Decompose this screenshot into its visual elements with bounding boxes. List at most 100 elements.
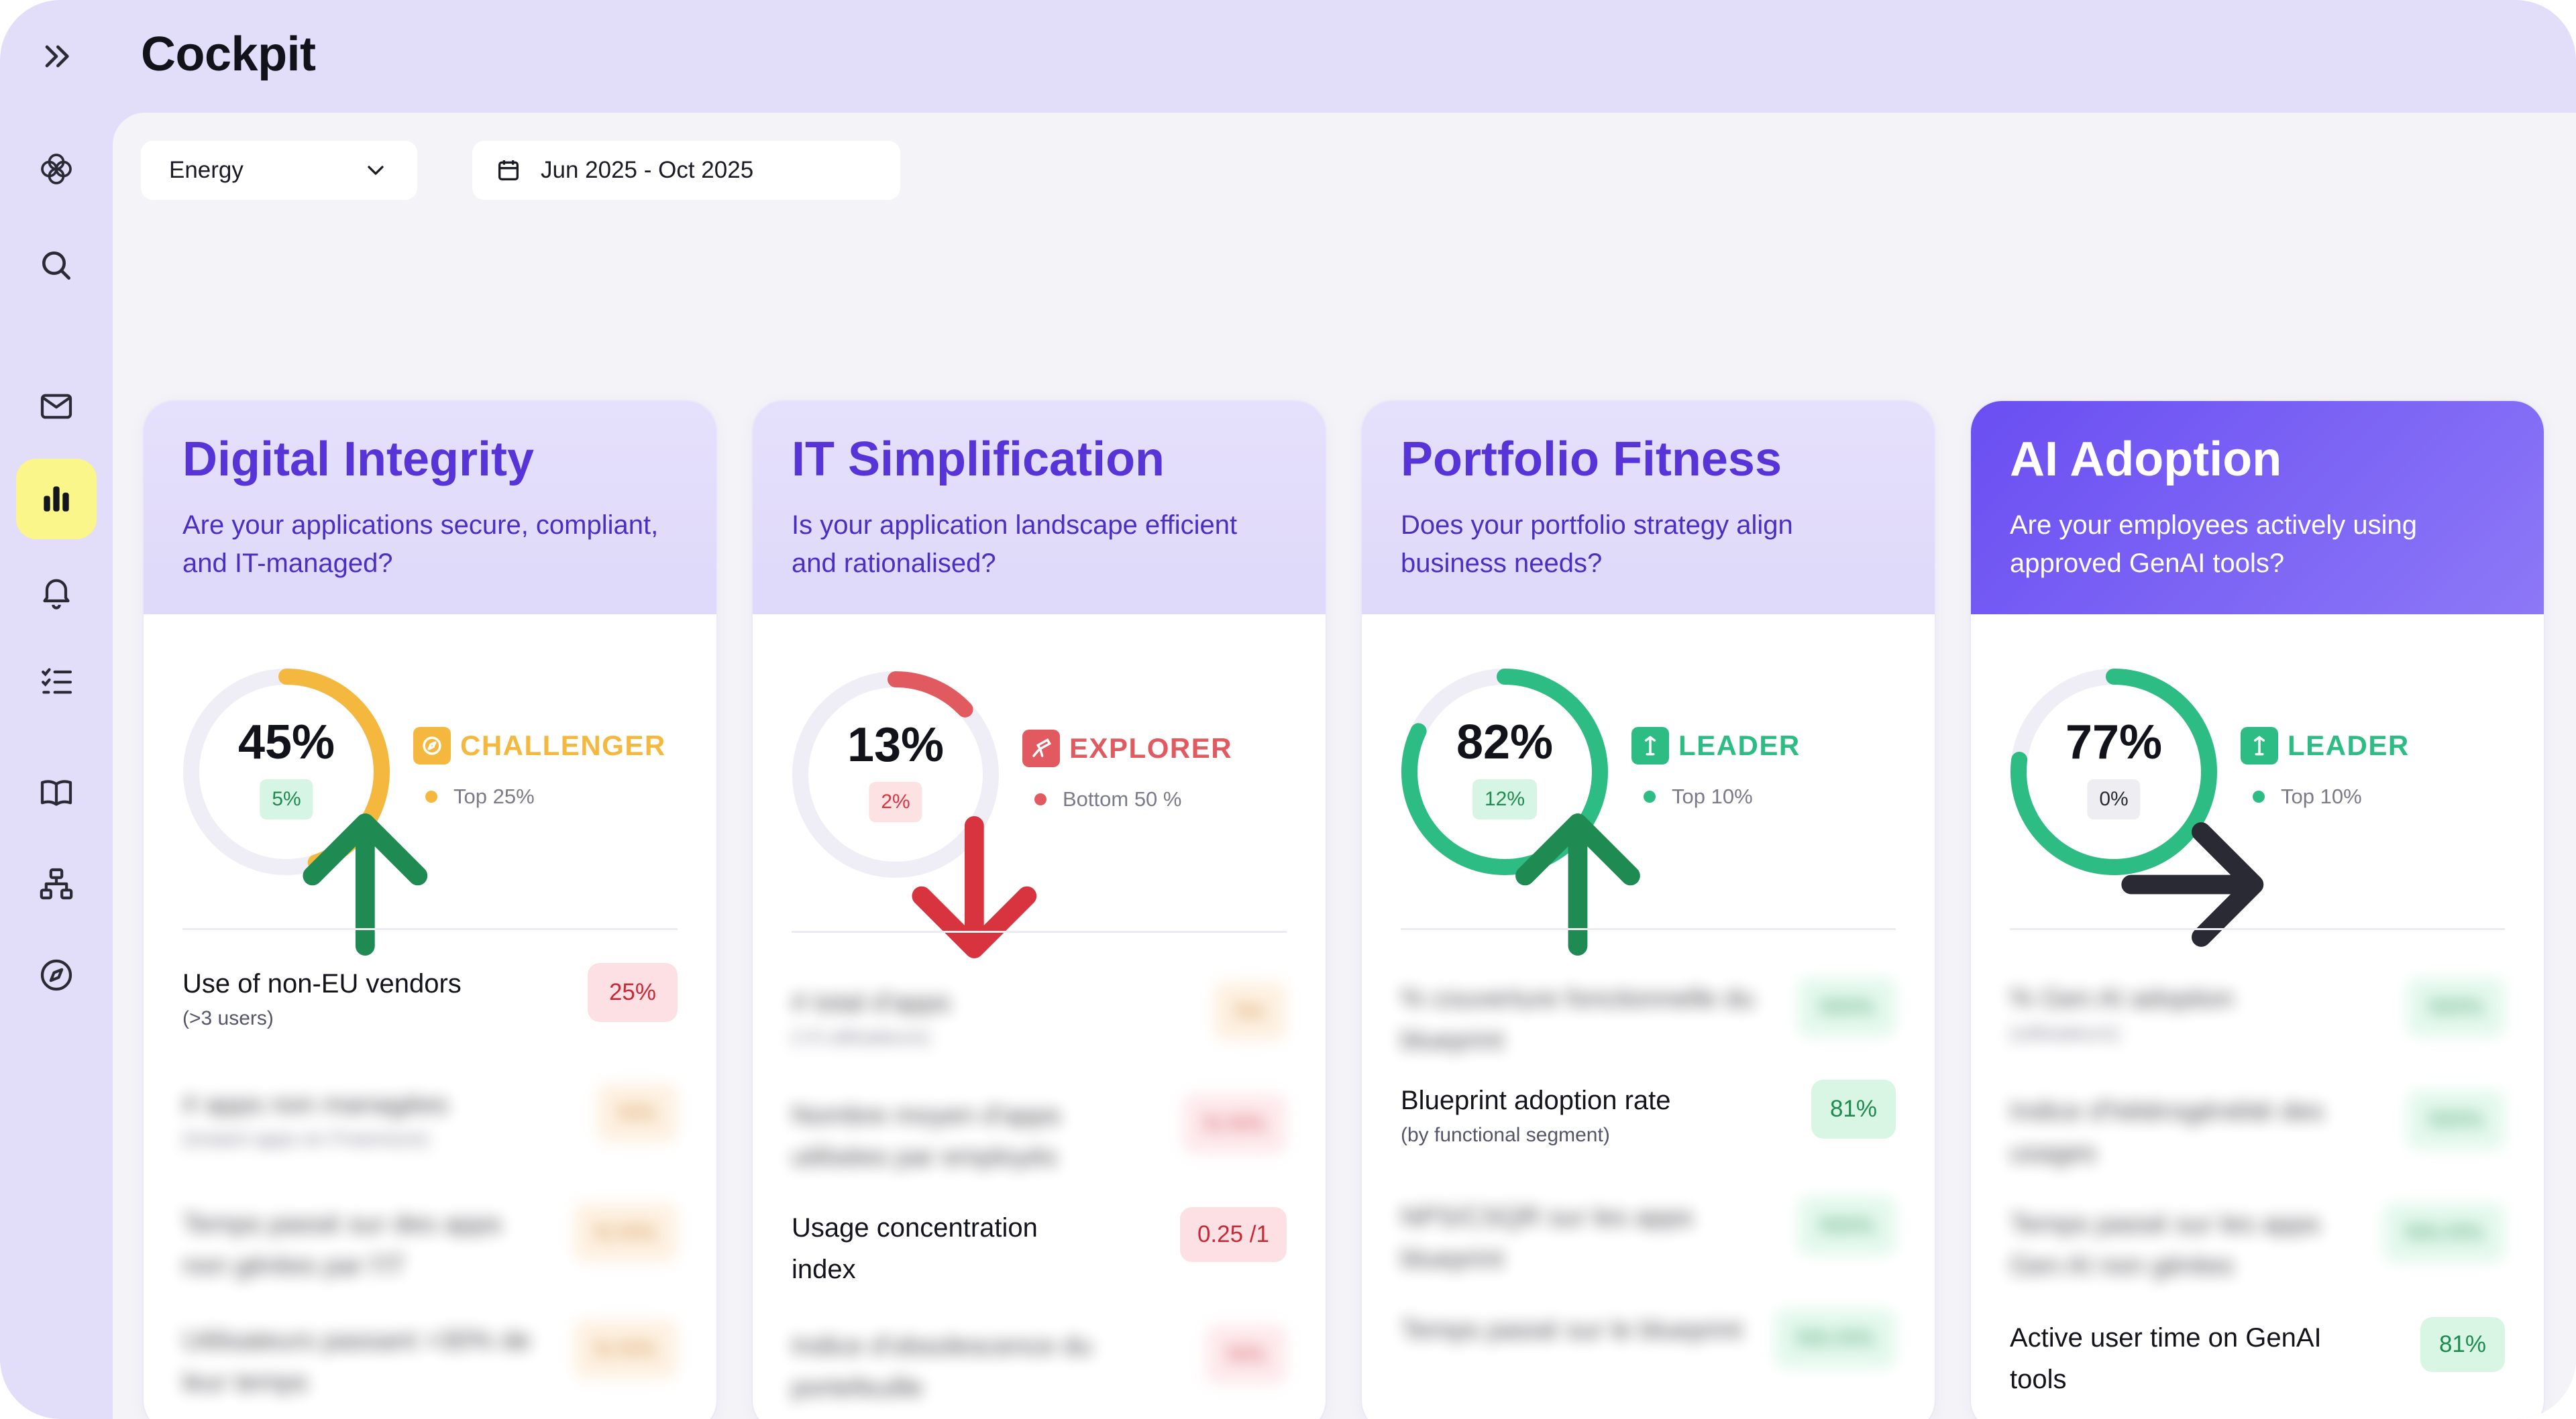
metric-label: Temps passé sur les apps Gen AI non géré… <box>2010 1209 2320 1280</box>
metric-value: N.N% <box>573 1203 678 1262</box>
metric-label: Indice d'obsolescence du portefeuille <box>792 1331 1092 1402</box>
nav-tasks[interactable] <box>16 641 97 722</box>
book-icon <box>40 780 72 806</box>
rank: Top 10% <box>1631 785 1927 809</box>
main-content: Energy Jun 2025 - Oct 2025 Digital Integ… <box>113 113 2576 1419</box>
rank: Bottom 50 % <box>1022 787 1318 811</box>
expand-sidebar-button[interactable] <box>16 16 97 97</box>
nav-library[interactable] <box>16 752 97 833</box>
card-ai-adoption[interactable]: AI Adoption Are your employees actively … <box>1970 400 2545 1419</box>
divider <box>1401 928 1896 930</box>
card-digital-integrity[interactable]: Digital Integrity Are your applications … <box>142 400 718 1419</box>
date-range-picker[interactable]: Jun 2025 - Oct 2025 <box>472 141 900 200</box>
score-delta-badge: 12% <box>1472 779 1640 956</box>
score-gauge: 45% 5% <box>181 667 428 956</box>
metric-value: NN% <box>1798 1196 1896 1255</box>
sector-dropdown[interactable]: Energy <box>141 141 417 200</box>
metric-value: NN% <box>2407 978 2505 1037</box>
metric-label: Use of non-EU vendors <box>182 969 462 999</box>
badge-label: LEADER <box>2288 730 2410 761</box>
metric-label: Temps passé sur le blueprint <box>1401 1315 1743 1345</box>
maturity-badge: CHALLENGER Top 25% <box>413 727 708 809</box>
divider <box>2010 928 2505 930</box>
bar-chart-icon <box>44 486 69 512</box>
score-ring <box>792 671 999 878</box>
card-header: IT Simplification Is your application la… <box>753 401 1326 614</box>
card-question: Are your applications secure, compliant,… <box>182 510 659 578</box>
metric-row: % Gen AI adoption (utilisateurs) NN% <box>2010 978 2505 1045</box>
delta-value: 12% <box>1484 788 1525 810</box>
score-delta-badge: 2% <box>869 782 1037 958</box>
rank-dot <box>425 791 437 803</box>
metric-row: Nombre moyen d'apps utilisées par employ… <box>792 1094 1287 1178</box>
trophy-icon <box>1631 727 1669 764</box>
card-question: Is your application landscape efficient … <box>792 510 1238 578</box>
nav-search[interactable] <box>16 225 97 306</box>
metric-label: # apps non managées <box>182 1090 448 1119</box>
metric-value: NN.N% <box>1774 1309 1896 1368</box>
home-logo-button[interactable] <box>16 129 97 209</box>
metric-label: Active user time on GenAI tools <box>2010 1323 2322 1394</box>
double-chevron-right-icon <box>45 45 69 68</box>
score-value: 82% <box>1456 716 1554 769</box>
card-question: Does your portfolio strategy align busin… <box>1401 510 1793 578</box>
metric-row: Indice d'obsolescence du portefeuille N% <box>792 1325 1287 1408</box>
arrow-up-icon <box>303 813 428 956</box>
metric-value: N.N% <box>573 1320 678 1379</box>
metric-label: NPS/CSQR sur les apps blueprint <box>1401 1202 1693 1273</box>
rank-dot <box>2253 791 2265 803</box>
metric-row: Temps passé sur les apps Gen AI non géré… <box>2010 1203 2505 1286</box>
metric-row: Temps passé sur des apps non gérées par … <box>182 1203 678 1286</box>
arrow-right-icon <box>2121 822 2264 947</box>
score-value: 45% <box>237 716 335 769</box>
arrow-up-icon <box>1515 813 1640 956</box>
metric-label: Usage concentration index <box>792 1213 1038 1284</box>
score-ring <box>1401 669 1608 875</box>
nav-notifications[interactable] <box>16 551 97 632</box>
metric-row: Use of non-EU vendors (>3 users) 25% <box>182 963 678 1030</box>
metric-row: Indice d'hétérogénéité des usages NN% <box>2010 1090 2505 1174</box>
metric-sublabel: (>3 utilisateurs) <box>792 1026 930 1048</box>
nav-inbox[interactable] <box>16 366 97 447</box>
score-value: 13% <box>847 718 945 772</box>
metric-value: N% <box>1205 1325 1287 1384</box>
delta-value: 2% <box>881 791 910 813</box>
metric-label: Nombre moyen d'apps utilisées par employ… <box>792 1100 1061 1172</box>
metric-value: Nn <box>1214 982 1287 1041</box>
metric-row: # apps non managées (instant apps en Fre… <box>182 1084 678 1151</box>
nav-explore[interactable] <box>16 935 97 1015</box>
maturity-badge: EXPLORER Bottom 50 % <box>1022 730 1318 811</box>
card-header: AI Adoption Are your employees actively … <box>1971 401 2544 614</box>
card-title: AI Adoption <box>2010 433 2282 486</box>
bell-icon <box>43 579 70 610</box>
card-it-simplification[interactable]: IT Simplification Is your application la… <box>751 400 1327 1419</box>
rank: Top 10% <box>2241 785 2536 809</box>
maturity-badge: LEADER Top 10% <box>1631 727 1927 809</box>
card-title: Portfolio Fitness <box>1401 433 1782 486</box>
score-value: 77% <box>2065 716 2163 769</box>
rank-dot <box>1034 793 1046 805</box>
rank-label: Top 10% <box>2281 785 2362 808</box>
score-delta-badge: 0% <box>2087 779 2264 947</box>
divider <box>792 931 1287 933</box>
card-portfolio-fitness[interactable]: Portfolio Fitness Does your portfolio st… <box>1360 400 1936 1419</box>
nav-dashboard[interactable] <box>16 459 97 539</box>
metric-row: Utilisateurs passant >30% de leur temps … <box>182 1320 678 1403</box>
search-icon <box>42 251 70 280</box>
score-delta-badge: 5% <box>260 779 428 956</box>
metric-row: % couverture fonctionnelle du blueprint … <box>1401 978 1896 1061</box>
card-question: Are your employees actively using approv… <box>2010 510 2417 578</box>
metric-label: Indice d'hétérogénéité des usages <box>2010 1096 2324 1168</box>
badge-label: CHALLENGER <box>460 730 666 761</box>
card-title: Digital Integrity <box>182 433 535 486</box>
metric-sublabel: (by functional segment) <box>1401 1124 1610 1146</box>
nav-architecture[interactable] <box>16 844 97 924</box>
compass-badge-icon <box>413 727 451 764</box>
arrow-down-icon <box>912 816 1037 958</box>
metric-sublabel: (>3 users) <box>182 1007 274 1029</box>
card-header: Digital Integrity Are your applications … <box>144 401 716 614</box>
score-gauge: 77% 0% <box>2008 667 2264 947</box>
metric-row: Temps passé sur le blueprint NN.N% <box>1401 1309 1896 1368</box>
delta-value: 5% <box>272 788 301 810</box>
